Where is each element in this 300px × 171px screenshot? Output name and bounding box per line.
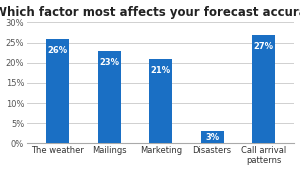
Bar xyxy=(201,131,224,143)
Text: 21%: 21% xyxy=(151,66,171,75)
Text: 23%: 23% xyxy=(99,58,119,67)
Text: 26%: 26% xyxy=(48,46,68,55)
Bar xyxy=(46,39,69,143)
Text: 27%: 27% xyxy=(254,42,274,51)
Text: 3%: 3% xyxy=(205,133,219,142)
Bar xyxy=(252,35,275,143)
Title: Which factor most affects your forecast accuracy?: Which factor most affects your forecast … xyxy=(0,5,300,19)
Bar xyxy=(98,51,121,143)
Bar xyxy=(149,59,172,143)
